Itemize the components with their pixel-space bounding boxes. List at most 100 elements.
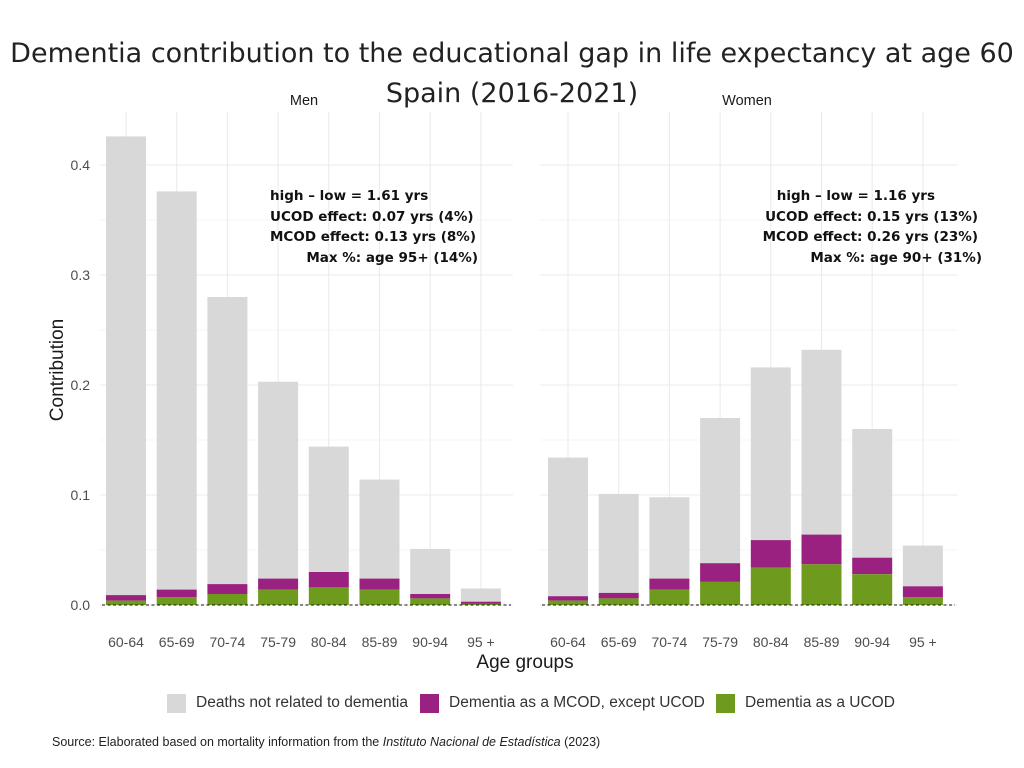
y-tick-label: 0.1 <box>71 487 91 503</box>
x-tick-label: 75-79 <box>260 634 296 650</box>
bar-not-dementia-women-85-89 <box>801 349 842 535</box>
bar-ucod-women-95 <box>902 597 943 605</box>
bar-not-dementia-women-90-94 <box>852 429 893 558</box>
legend-label-mcod: Dementia as a MCOD, except UCOD <box>449 694 705 711</box>
y-tick-label: 0.2 <box>71 377 91 393</box>
men-annotation: high – low = 1.61 yrs UCOD effect: 0.07 … <box>270 186 478 268</box>
bar-mcod-men-80-84 <box>308 572 349 588</box>
bar-ucod-men-65-69 <box>156 597 197 605</box>
chart-title: Dementia contribution to the educational… <box>0 34 1024 114</box>
x-tick-label: 85-89 <box>362 634 398 650</box>
bar-mcod-women-85-89 <box>801 534 842 565</box>
x-tick-label: 70-74 <box>209 634 245 650</box>
bar-not-dementia-women-65-69 <box>598 493 639 593</box>
women-annotation-mcod: MCOD effect: 0.26 yrs (23%) <box>762 229 978 245</box>
bar-mcod-women-65-69 <box>598 592 639 599</box>
bar-not-dementia-men-60-64 <box>106 136 146 596</box>
x-tick-label: 65-69 <box>601 634 637 650</box>
bar-not-dementia-men-65-69 <box>156 191 197 590</box>
x-tick-label: 70-74 <box>651 634 687 650</box>
bar-mcod-women-70-74 <box>649 578 690 590</box>
bar-ucod-women-80-84 <box>750 567 791 605</box>
panel-title-men: Men <box>290 93 318 109</box>
bar-ucod-men-85-89 <box>359 589 400 605</box>
men-annotation-max: Max %: age 95+ (14%) <box>306 249 478 266</box>
x-tick-label: 80-84 <box>753 634 789 650</box>
bar-mcod-men-95 <box>460 601 501 604</box>
chart-title-line-1: Dementia contribution to the educational… <box>10 38 1014 69</box>
bar-ucod-men-95 <box>460 603 501 605</box>
bar-mcod-women-95 <box>902 586 943 598</box>
source-prefix: Source: Elaborated based on mortality in… <box>52 735 383 749</box>
x-tick-label: 85-89 <box>804 634 840 650</box>
x-tick-label: 90-94 <box>854 634 890 650</box>
y-tick-label: 0.0 <box>71 597 91 613</box>
x-tick-label: 75-79 <box>702 634 738 650</box>
women-annotation-gap: high – low = 1.16 yrs <box>776 188 935 204</box>
bar-ucod-women-85-89 <box>801 564 842 605</box>
legend: Deaths not related to dementia Dementia … <box>0 690 1024 716</box>
bar-not-dementia-men-75-79 <box>258 381 299 579</box>
bar-mcod-men-85-89 <box>359 578 400 590</box>
bar-ucod-men-75-79 <box>258 589 299 605</box>
women-annotation-ucod: UCOD effect: 0.15 yrs (13%) <box>765 208 978 225</box>
chart-area: 0.0 0.1 0.2 0.3 0.4 Men Women 60-64 65-69 70-74 7… <box>47 93 957 673</box>
x-tick-label: 80-84 <box>311 634 347 650</box>
panel-title-women: Women <box>722 93 772 109</box>
bar-ucod-men-90-94 <box>410 598 451 605</box>
source-note: Source: Elaborated based on mortality in… <box>52 735 600 749</box>
bar-ucod-women-75-79 <box>700 581 741 605</box>
bar-mcod-men-65-69 <box>156 589 197 598</box>
chart-title-line-2: Spain (2016-2021) <box>385 78 639 109</box>
x-tick-label: 60-64 <box>550 634 586 650</box>
bar-mcod-men-90-94 <box>410 594 451 599</box>
bar-mcod-women-60-64 <box>548 596 588 601</box>
bar-not-dementia-women-80-84 <box>750 367 791 541</box>
bar-mcod-men-70-74 <box>207 584 248 594</box>
bar-not-dementia-men-95 <box>460 588 501 602</box>
bar-ucod-women-65-69 <box>598 598 639 605</box>
source-institution: Instituto Nacional de Estadística <box>382 735 561 749</box>
bar-not-dementia-men-85-89 <box>359 479 400 579</box>
legend-label-not-dementia: Deaths not related to dementia <box>196 694 408 711</box>
bar-not-dementia-women-95 <box>902 545 943 587</box>
bar-not-dementia-men-80-84 <box>308 446 349 572</box>
x-tick-label: 95 + <box>909 634 937 650</box>
y-axis-label: Contribution <box>47 319 68 421</box>
x-tick-label: 90-94 <box>412 634 448 650</box>
bar-not-dementia-women-60-64 <box>548 457 588 597</box>
legend-item-mcod: Dementia as a MCOD, except UCOD <box>420 690 705 716</box>
bar-not-dementia-women-70-74 <box>649 497 690 579</box>
women-annotation-max: Max %: age 90+ (31%) <box>810 249 982 266</box>
bar-not-dementia-men-70-74 <box>207 297 248 585</box>
bar-not-dementia-men-90-94 <box>410 548 451 594</box>
bar-not-dementia-women-75-79 <box>700 418 741 564</box>
bar-ucod-women-60-64 <box>548 600 588 605</box>
bar-ucod-men-80-84 <box>308 587 349 605</box>
bar-ucod-men-60-64 <box>106 600 146 605</box>
bar-mcod-women-75-79 <box>700 563 741 582</box>
legend-label-ucod: Dementia as a UCOD <box>745 694 895 711</box>
x-tick-label: 95 + <box>467 634 495 650</box>
men-annotation-mcod: MCOD effect: 0.13 yrs (8%) <box>270 229 476 245</box>
legend-item-ucod: Dementia as a UCOD <box>716 690 895 716</box>
y-tick-label: 0.3 <box>71 267 91 283</box>
bar-ucod-women-70-74 <box>649 589 690 605</box>
x-tick-label: 60-64 <box>108 634 144 650</box>
men-annotation-gap: high – low = 1.61 yrs <box>270 188 429 204</box>
bar-mcod-men-75-79 <box>258 578 299 590</box>
bar-ucod-men-70-74 <box>207 594 248 605</box>
bar-mcod-men-60-64 <box>106 595 146 601</box>
women-annotation: high – low = 1.16 yrs UCOD effect: 0.15 … <box>760 186 982 268</box>
bar-ucod-women-90-94 <box>852 574 893 605</box>
legend-swatch-ucod <box>716 693 735 713</box>
source-suffix: (2023) <box>560 735 601 749</box>
legend-swatch-mcod <box>420 693 439 713</box>
y-tick-label: 0.4 <box>71 157 91 173</box>
legend-item-not-dementia: Deaths not related to dementia <box>167 690 408 716</box>
x-axis-label: Age groups <box>476 652 573 673</box>
men-annotation-ucod: UCOD effect: 0.07 yrs (4%) <box>270 208 474 225</box>
legend-swatch-not-dementia <box>167 693 186 713</box>
x-tick-label: 65-69 <box>159 634 195 650</box>
bar-mcod-women-90-94 <box>852 557 893 575</box>
